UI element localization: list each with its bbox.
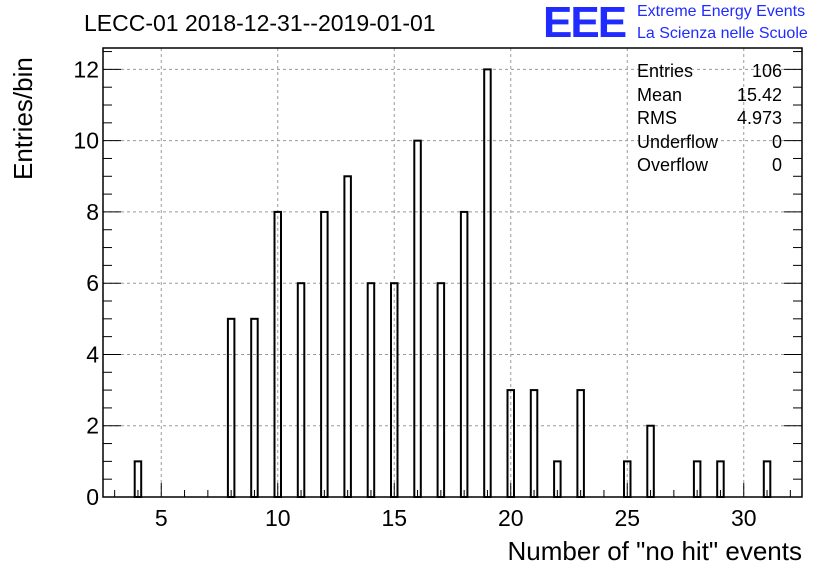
y-tick-label: 4 [86, 341, 99, 367]
stat-value: 15.42 [736, 84, 782, 105]
x-tick-label: 5 [155, 505, 168, 531]
x-tick-label: 30 [731, 505, 757, 531]
histogram-bar [646, 424, 655, 499]
stats-box: Entries 106 Mean 15.42 RMS 4.973 Underfl… [637, 60, 782, 178]
x-tick-label: 10 [265, 505, 291, 531]
y-tick-label: 6 [86, 270, 99, 296]
histogram-bar [343, 175, 352, 499]
x-tick-label: 20 [498, 505, 524, 531]
logo-line-1: Extreme Energy Events [637, 3, 806, 20]
histogram-bar [529, 389, 539, 499]
stat-label: Underflow [637, 131, 719, 152]
stat-value: 0 [771, 155, 782, 175]
plot-frame [102, 47, 803, 498]
stat-label: RMS [637, 108, 677, 128]
histogram-bar [366, 282, 376, 499]
stat-value: 0 [771, 131, 782, 152]
y-tick-label: 2 [86, 413, 99, 439]
chart-title: LECC-01 2018-12-31--2019-01-01 [84, 10, 436, 36]
stat-label: Entries [637, 61, 694, 81]
y-tick-label: 0 [86, 484, 99, 510]
x-tick-label: 15 [381, 505, 407, 531]
histogram-bar [413, 139, 422, 498]
y-tick-label: 10 [73, 128, 99, 154]
stat-rms: RMS 4.973 [637, 107, 782, 131]
histogram-bar [296, 282, 306, 499]
x-axis-label: Number of "no hit" events [507, 536, 803, 566]
eee-logo: EEE [543, 0, 627, 47]
stat-entries: Entries 106 [637, 60, 782, 84]
stat-label: Overflow [637, 155, 709, 175]
histogram-bar [250, 317, 259, 499]
stat-label: Mean [637, 84, 683, 105]
stat-overflow: Overflow 0 [637, 154, 782, 178]
y-tick-label: 8 [86, 199, 99, 225]
y-tick-label: 12 [73, 56, 99, 82]
histogram-bar [436, 282, 446, 499]
x-tick-label: 25 [614, 505, 640, 531]
y-axis-label: Entries/bin [8, 57, 38, 180]
histogram-bar [320, 210, 329, 499]
histogram-bar [226, 317, 236, 499]
stat-mean: Mean 15.42 [637, 84, 782, 108]
histogram-bar [576, 389, 585, 499]
stat-underflow: Underflow 0 [637, 131, 782, 155]
stat-value: 106 [751, 61, 782, 81]
stat-value: 4.973 [736, 108, 782, 128]
logo-line-2: La Scienza nelle Scuole [637, 25, 808, 42]
